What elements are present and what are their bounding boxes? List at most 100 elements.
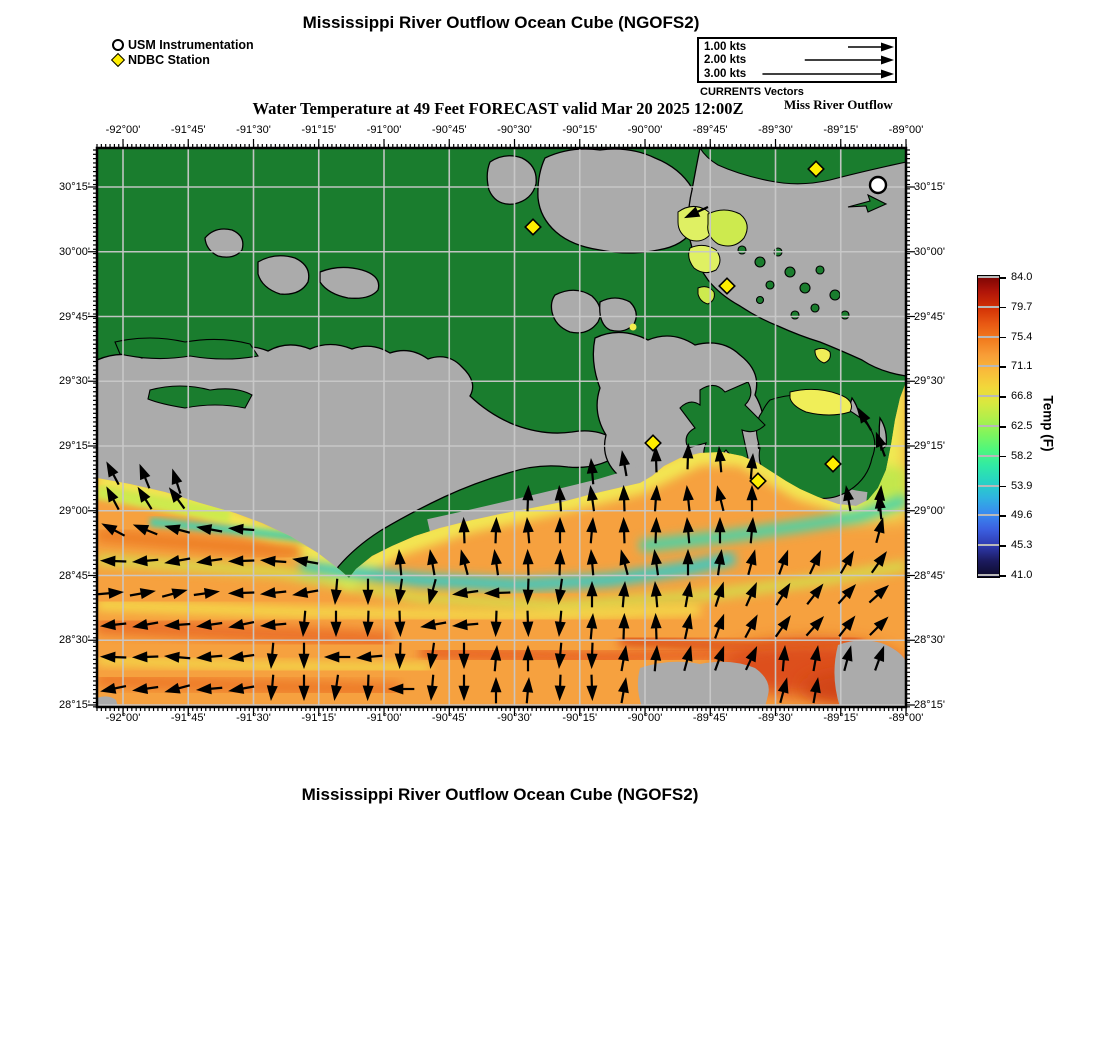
ndbc-station-marker: [718, 277, 736, 295]
current-vector-arrow: [195, 651, 223, 663]
current-vector-arrow: [746, 516, 758, 544]
lon-tick-label-top: -91°45': [170, 124, 206, 136]
map-border: [95, 146, 908, 709]
current-vector-arrow: [196, 555, 223, 566]
current-vector-arrow: [837, 584, 857, 605]
current-vector-arrow: [164, 524, 191, 536]
lon-tick-label-top: -89°15': [823, 124, 859, 136]
current-vector-arrow: [458, 642, 470, 670]
legend-row-ndbc: NDBC Station: [110, 52, 254, 67]
current-vector-arrow: [227, 587, 255, 599]
lon-tick-label-top: -90°30': [497, 124, 532, 136]
current-vector-arrow: [394, 610, 406, 638]
lon-tick-label-top: -91°30': [236, 124, 271, 136]
currents-legend-box: 1.00 kts 2.00 kts 3.00 kts: [697, 37, 897, 83]
colorbar-tick: [1000, 306, 1006, 309]
current-vector-arrow: [522, 548, 534, 576]
current-vector-arrow: [587, 485, 598, 512]
colorbar-tick-label: 79.7: [1011, 300, 1033, 313]
legend-usm-label: USM Instrumentation: [128, 37, 254, 52]
colorbar-tick-label: 75.4: [1011, 330, 1033, 343]
current-vector-arrow: [298, 642, 310, 670]
current-vector-arrow: [490, 516, 502, 544]
current-vector-arrow: [97, 587, 125, 599]
colorbar-tick-label: 62.5: [1011, 420, 1033, 432]
current-vector-arrow: [874, 492, 886, 520]
currents-2kt-label: 2.00 kts: [704, 54, 747, 67]
lat-tick-label-left: 29°30': [59, 375, 90, 388]
lat-tick-label-left: 28°45': [59, 569, 90, 582]
current-vector-arrow: [806, 583, 824, 605]
current-vector-arrow: [522, 676, 534, 704]
currents-row-2: 2.00 kts: [704, 54, 895, 68]
current-vector-arrow: [196, 619, 223, 630]
current-vector-arrow: [228, 683, 255, 694]
green-islands: [114, 148, 906, 499]
station-markers: [524, 160, 888, 490]
lon-tick-label-top: -91°00': [366, 124, 402, 136]
colorbar-tick-line: [978, 574, 999, 576]
colorbar-tick-line: [978, 544, 999, 547]
lat-tick-label-left: 29°45': [59, 310, 90, 323]
current-vector-arrow: [355, 651, 383, 663]
current-vector-arrow: [331, 674, 342, 701]
current-vector-arrow: [681, 613, 693, 640]
ndbc-diamond-icon: [110, 52, 126, 67]
current-vector-arrow: [163, 619, 191, 631]
ndbc-station-marker: [644, 434, 662, 452]
gray-bottom-patches: [97, 640, 906, 707]
current-vector-arrow: [458, 516, 470, 544]
current-vector-arrow: [259, 619, 287, 631]
current-vector-arrow: [99, 651, 127, 663]
station-legend: USM Instrumentation NDBC Station: [110, 37, 254, 67]
current-vector-arrow: [555, 578, 566, 605]
colorbar-tick-line: [978, 454, 999, 457]
currents-row-1: 1.00 kts: [704, 40, 895, 54]
current-vector-arrow: [650, 445, 662, 473]
current-vector-arrow: [193, 588, 220, 599]
currents-caption: CURRENTS Vectors: [700, 86, 804, 98]
current-vector-arrow: [394, 642, 406, 670]
arrow-2kt-icon: [804, 55, 894, 65]
current-vector-arrow: [810, 645, 821, 672]
colorbar-tick: [1000, 575, 1006, 577]
ndbc-station-marker: [524, 218, 542, 236]
colorbar-tick-line: [978, 425, 999, 427]
current-vector-arrow: [387, 683, 415, 695]
colorbar-tick: [1000, 426, 1006, 428]
current-vector-arrow: [164, 682, 191, 694]
current-vector-arrow: [228, 651, 255, 662]
colorbar-tick-line: [978, 335, 999, 338]
current-vector-arrow: [839, 550, 855, 574]
current-vector-arrow: [586, 642, 598, 670]
current-vector-arrow: [522, 484, 534, 512]
lon-tick-label-bottom: -91°45': [170, 712, 206, 724]
current-vector-arrow: [137, 486, 153, 510]
current-vector-arrow: [330, 578, 342, 606]
current-vector-arrow: [713, 613, 725, 639]
current-vector-arrow: [129, 588, 156, 599]
colorbar-tick: [1000, 545, 1006, 547]
current-vector-arrow: [744, 614, 758, 639]
lon-tick-label-bottom: -90°15': [562, 712, 598, 724]
colorbar-title: Temp (F): [1040, 395, 1056, 452]
current-vector-arrow: [131, 555, 159, 567]
current-vector-arrow: [100, 682, 127, 694]
colorbar-tick-line: [978, 514, 999, 517]
current-vector-arrow: [266, 674, 278, 702]
lon-tick-label-bottom: -92°00': [105, 712, 141, 724]
colorbar-tick-label: 45.3: [1011, 539, 1033, 552]
current-vector-arrow: [99, 619, 127, 631]
current-vector-arrow: [857, 407, 873, 431]
colorbar-tick: [1000, 455, 1006, 458]
current-vector-arrow: [168, 487, 186, 510]
colorbar-tick-line: [978, 484, 999, 487]
current-vector-arrow: [259, 555, 287, 567]
current-vector-arrow: [491, 549, 502, 576]
current-vector-arrow: [586, 580, 598, 608]
lon-tick-label-bottom: -90°30': [497, 712, 532, 724]
lat-tick-label-right: 29°15': [914, 440, 945, 452]
forecast-subtitle: Water Temperature at 49 Feet FORECAST va…: [252, 99, 744, 118]
